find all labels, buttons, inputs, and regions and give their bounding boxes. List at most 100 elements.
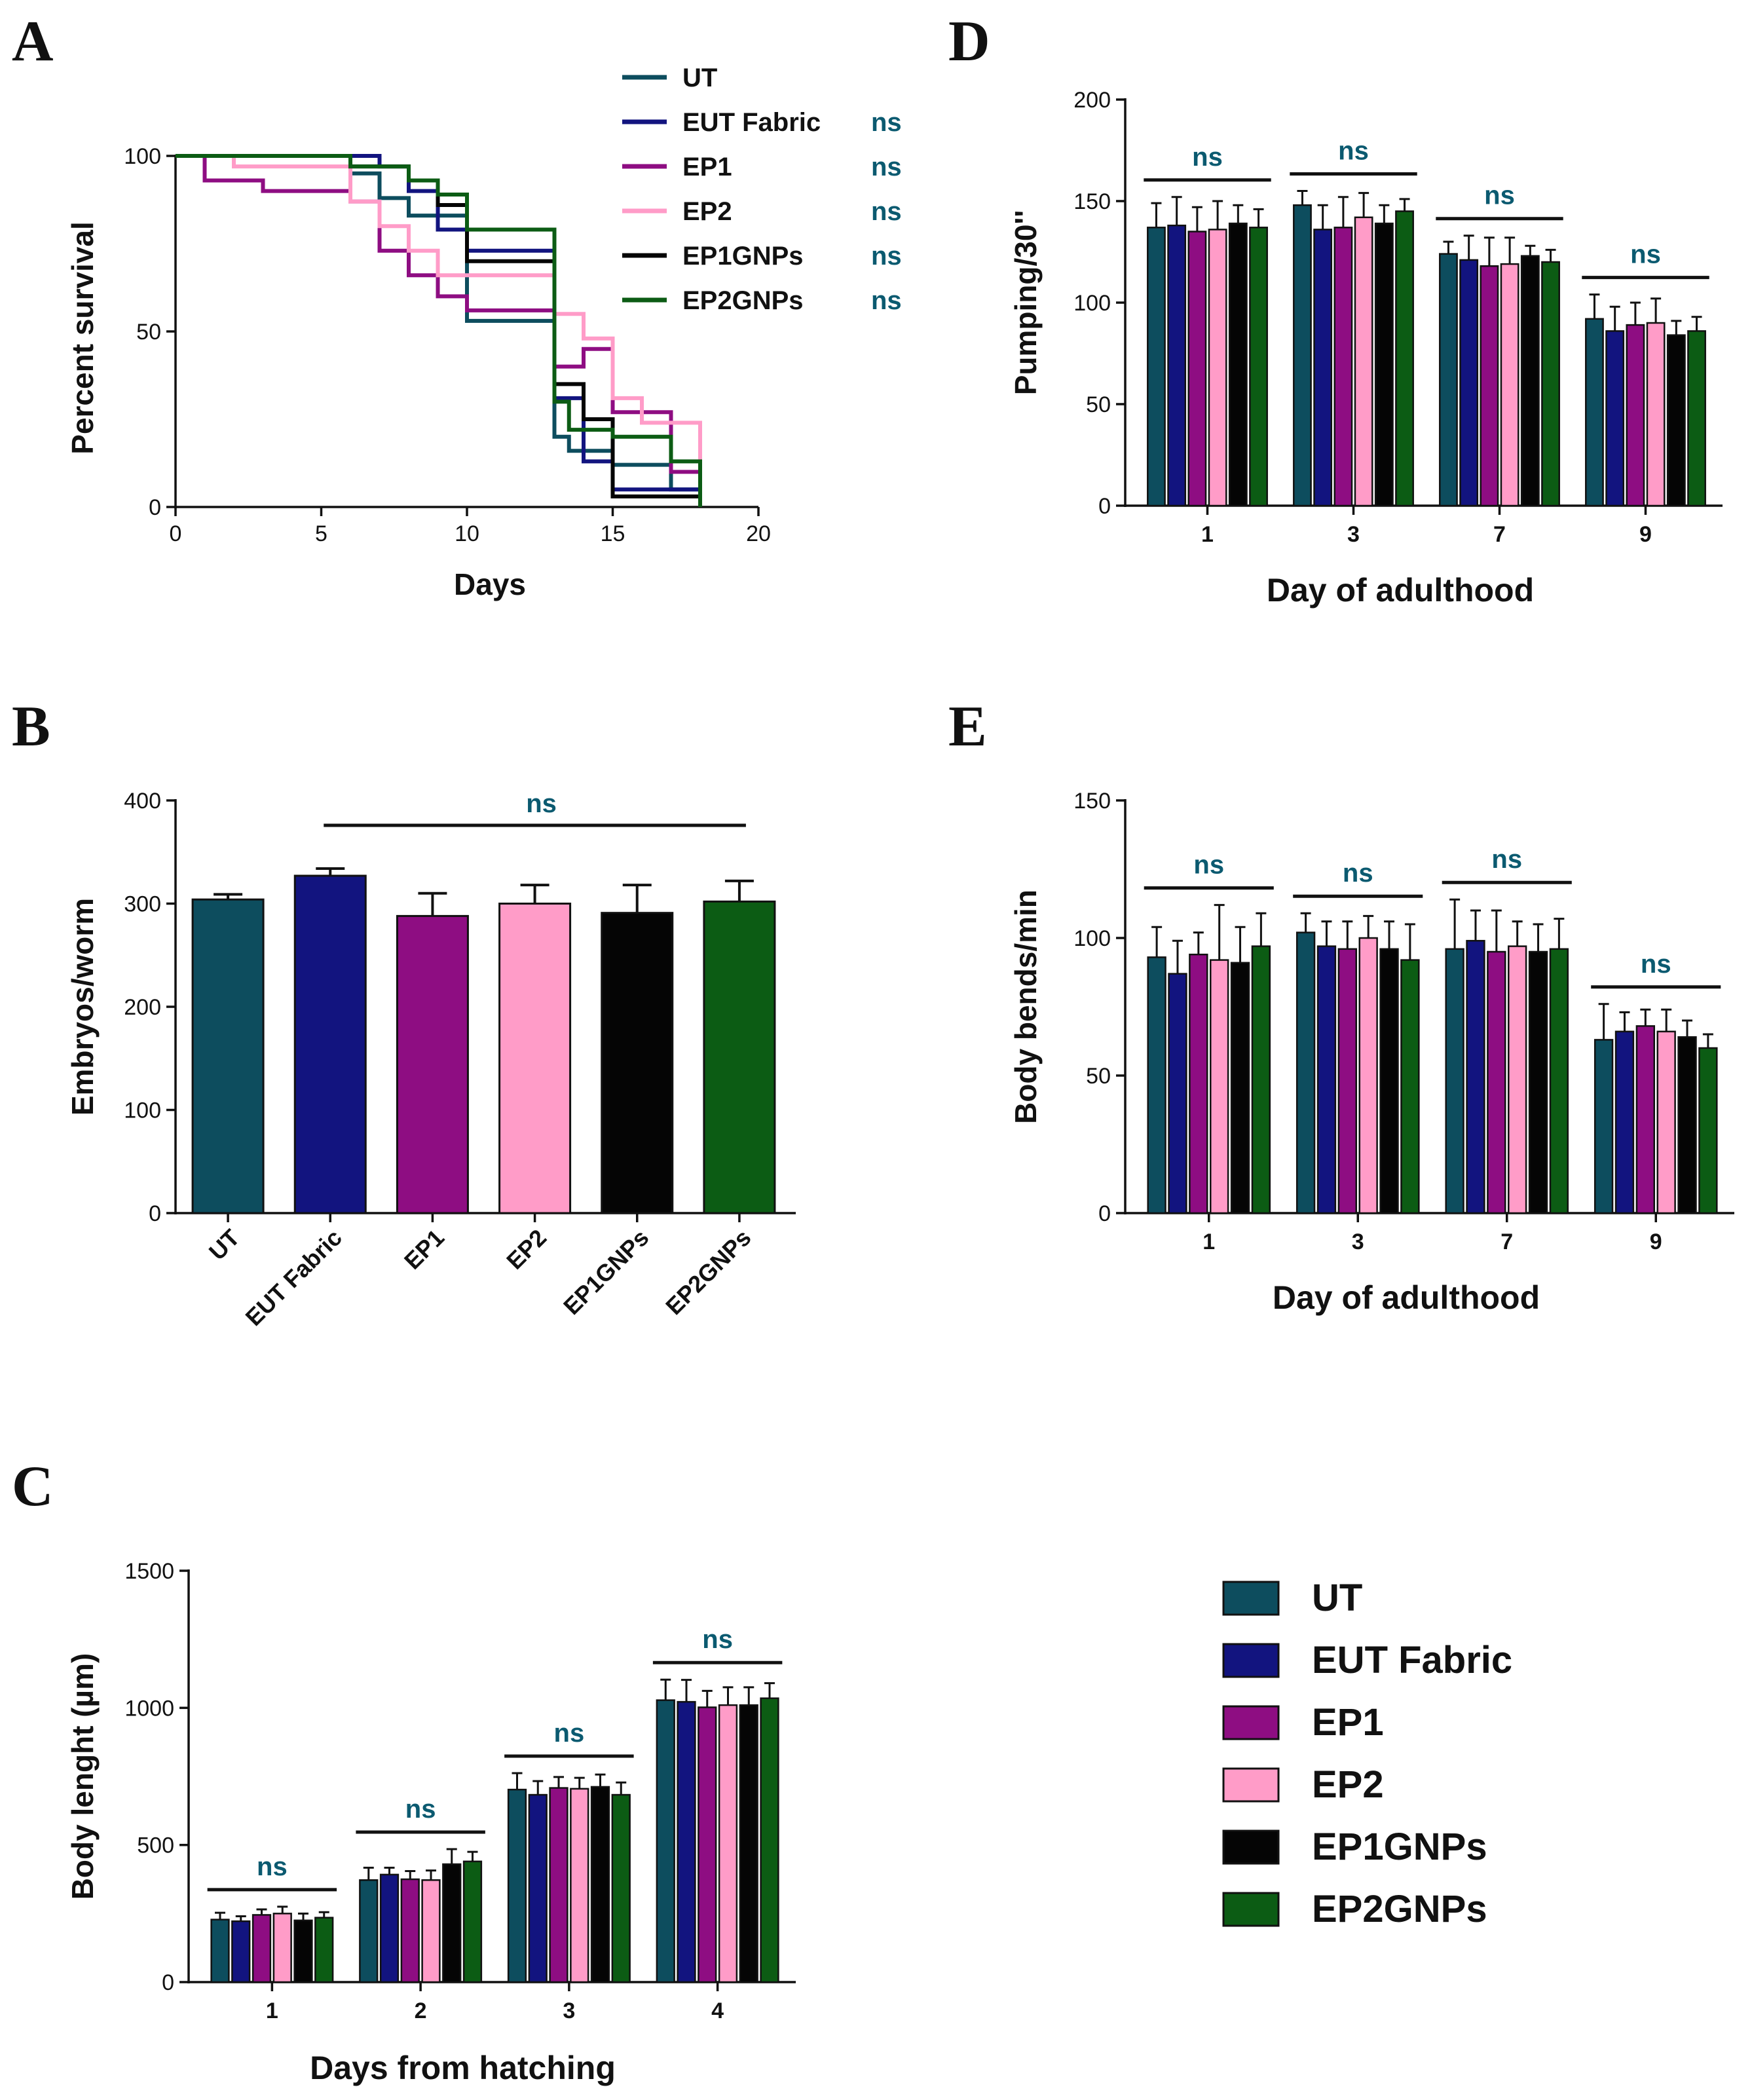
body-bends-bar-ep1: [1337, 948, 1357, 1214]
embryos-significance-label: ns: [526, 789, 557, 818]
survival-x-tick-label: 0: [170, 521, 182, 546]
body-bends-x-tick-label: 1: [1202, 1229, 1215, 1254]
pumping-bar-eut-fabric: [1167, 224, 1187, 507]
body-length-bar-ep1gnps: [442, 1863, 462, 1983]
survival-x-label: Days: [454, 567, 526, 601]
pumping-bar-eut-fabric: [1313, 229, 1333, 507]
pumping-y-tick-label: 200: [1073, 88, 1111, 113]
embryos-y-tick-label: 300: [124, 892, 161, 917]
pumping-y-tick-label: 150: [1073, 189, 1111, 214]
embryos-bar-ep1gnps: [601, 912, 674, 1214]
survival-line-ep2: [176, 154, 702, 507]
body-bends-bar-ut: [1594, 1039, 1614, 1214]
legend-label: EP2GNPs: [1312, 1888, 1487, 1930]
pumping-bar-ep2: [1208, 229, 1227, 507]
body-length-significance-label: ns: [405, 1795, 436, 1824]
body-bends-bar-ep1gnps: [1379, 948, 1399, 1214]
body-length-bar-ep2gnps: [760, 1697, 779, 1983]
embryos-bar-eut-fabric: [293, 874, 367, 1214]
body-bends-significance-label: ns: [1343, 859, 1373, 888]
body-bends-bar-ep2gnps: [1400, 959, 1420, 1214]
embryos-x-tick-label: EP2GNPs: [660, 1224, 756, 1320]
body-length-bar-ut: [359, 1879, 379, 1983]
body-length-bar-ep1gnps: [590, 1786, 610, 1983]
pumping-bar-ep1: [1187, 231, 1207, 507]
survival-legend-label: EP1GNPs: [682, 242, 804, 271]
panel-d-letter: D: [948, 10, 990, 73]
panel-c-letter: C: [12, 1455, 54, 1518]
body-length-y-tick-label: 0: [162, 1970, 174, 1995]
pumping-y-tick-label: 100: [1073, 291, 1111, 316]
embryos-x-tick-label: EP1GNPs: [558, 1224, 654, 1320]
body-length-bar-ep2: [718, 1704, 738, 1983]
body-length-y-tick-label: 500: [137, 1833, 174, 1858]
body-length-bar-ut: [656, 1699, 675, 1983]
legend-label: EP1: [1312, 1701, 1384, 1744]
pumping-y-tick-label: 50: [1086, 392, 1111, 417]
survival-legend-label: UT: [682, 64, 717, 92]
body-bends-bar-ep1gnps: [1677, 1036, 1697, 1214]
embryos-y-tick-label: 400: [124, 789, 161, 814]
body-length-y-tick-label: 1500: [124, 1559, 174, 1584]
embryos-x-tick-label: EP1: [399, 1224, 449, 1275]
survival-y-tick-label: 50: [136, 320, 161, 345]
body-length-bar-eut-fabric: [677, 1700, 696, 1983]
legend-label: UT: [1312, 1577, 1362, 1619]
pumping-bar-ut: [1439, 253, 1458, 507]
pumping-chart: 0 50 100 150 200 Pumping/30'' 1 ns 3 ns 7 ns 9 ns Day …: [1009, 88, 1723, 609]
embryos-bar-ep2gnps: [703, 900, 776, 1214]
body-length-significance-label: ns: [702, 1625, 733, 1654]
body-bends-significance-label: ns: [1491, 845, 1522, 874]
body-bends-x-tick-label: 3: [1352, 1229, 1364, 1254]
embryos-bar-ep1: [396, 914, 469, 1214]
body-bends-bar-ep2: [1210, 959, 1229, 1214]
embryos-y-tick-label: 0: [149, 1201, 161, 1226]
body-length-y-label: Body lenght (µm): [65, 1653, 100, 1900]
body-length-x-tick-label: 2: [415, 1998, 427, 2023]
pumping-x-tick-label: 1: [1201, 522, 1214, 547]
shared-legend: UT EUT Fabric EP1 EP2 EP1GNPs EP2GNPs: [1222, 1577, 1512, 1930]
pumping-x-tick-label: 7: [1493, 522, 1506, 547]
body-bends-bar-eut-fabric: [1168, 973, 1187, 1214]
body-bends-significance-label: ns: [1193, 851, 1224, 880]
survival-legend-significance: ns: [871, 197, 902, 226]
survival-legend-significance: ns: [871, 108, 902, 137]
pumping-bar-ep2gnps: [1687, 330, 1706, 507]
body-bends-bar-ep2gnps: [1251, 945, 1271, 1214]
pumping-y-tick-label: 0: [1098, 494, 1111, 519]
body-bends-bar-ep2: [1508, 945, 1527, 1214]
survival-y-label: Percent survival: [65, 221, 100, 454]
legend-swatch-ut: [1222, 1581, 1280, 1616]
pumping-bar-ep1gnps: [1666, 334, 1686, 507]
survival-legend-significance: ns: [871, 242, 902, 271]
legend-label: EUT Fabric: [1312, 1639, 1512, 1681]
embryos-y-tick-label: 200: [124, 995, 161, 1020]
body-bends-bar-ep1gnps: [1230, 962, 1250, 1214]
body-bends-bar-ut: [1147, 956, 1166, 1214]
body-bends-bar-ut: [1445, 948, 1464, 1214]
pumping-bar-ep1: [1480, 265, 1499, 507]
embryos-x-tick-label: UT: [204, 1224, 245, 1266]
pumping-y-label: Pumping/30'': [1009, 210, 1043, 396]
pumping-x-label: Day of adulthood: [1267, 572, 1534, 609]
pumping-bar-ep1gnps: [1374, 222, 1394, 507]
body-length-bar-ep2: [570, 1788, 589, 1983]
body-length-bar-ep1: [549, 1787, 568, 1983]
body-bends-bar-ep2: [1358, 937, 1378, 1214]
body-bends-bar-ep1: [1189, 953, 1208, 1214]
survival-line-ep2gnps: [176, 154, 702, 507]
body-bends-x-label: Day of adulthood: [1273, 1279, 1540, 1316]
survival-legend-label: EP2: [682, 197, 732, 226]
body-length-x-tick-label: 3: [563, 1998, 575, 2023]
body-length-bar-ep2: [421, 1879, 441, 1983]
body-bends-y-label: Body bends/min: [1009, 890, 1043, 1124]
body-bends-significance-label: ns: [1641, 950, 1671, 979]
pumping-bar-eut-fabric: [1605, 330, 1625, 507]
pumping-bar-ep1gnps: [1228, 222, 1248, 507]
body-length-y-tick-label: 1000: [124, 1696, 174, 1721]
survival-chart: 0 50 100 0 5 10 15 20 Days Percent survival UT EUT …: [65, 64, 902, 601]
survival-legend-label: EP2GNPs: [682, 286, 804, 315]
survival-x-tick-label: 20: [746, 521, 771, 546]
pumping-significance-label: ns: [1338, 137, 1369, 166]
survival-line-eut-fabric: [176, 154, 702, 507]
